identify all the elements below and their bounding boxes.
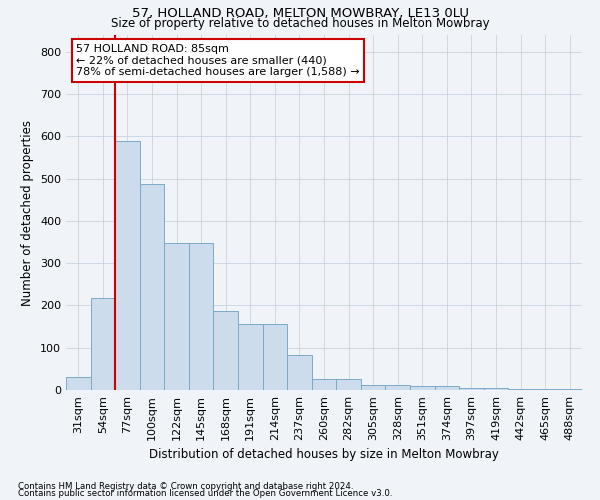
Bar <box>312 378 336 390</box>
Bar <box>287 355 312 390</box>
Text: 57, HOLLAND ROAD, MELTON MOWBRAY, LE13 0LU: 57, HOLLAND ROAD, MELTON MOWBRAY, LE13 0… <box>131 8 469 20</box>
Bar <box>115 140 140 390</box>
X-axis label: Distribution of detached houses by size in Melton Mowbray: Distribution of detached houses by size … <box>149 448 499 462</box>
Text: Contains public sector information licensed under the Open Government Licence v3: Contains public sector information licen… <box>18 489 392 498</box>
Bar <box>484 388 508 390</box>
Bar <box>214 310 238 390</box>
Bar <box>263 324 287 390</box>
Bar <box>533 389 557 390</box>
Bar <box>410 386 434 390</box>
Bar <box>508 389 533 390</box>
Y-axis label: Number of detached properties: Number of detached properties <box>22 120 34 306</box>
Text: Contains HM Land Registry data © Crown copyright and database right 2024.: Contains HM Land Registry data © Crown c… <box>18 482 353 491</box>
Text: Size of property relative to detached houses in Melton Mowbray: Size of property relative to detached ho… <box>110 17 490 30</box>
Bar <box>361 384 385 390</box>
Bar <box>164 244 189 390</box>
Text: 57 HOLLAND ROAD: 85sqm
← 22% of detached houses are smaller (440)
78% of semi-de: 57 HOLLAND ROAD: 85sqm ← 22% of detached… <box>76 44 360 77</box>
Bar <box>459 388 484 390</box>
Bar <box>140 184 164 390</box>
Bar <box>557 389 582 390</box>
Bar <box>238 324 263 390</box>
Bar <box>336 378 361 390</box>
Bar <box>189 244 214 390</box>
Bar <box>434 386 459 390</box>
Bar <box>66 378 91 390</box>
Bar <box>91 298 115 390</box>
Bar <box>385 384 410 390</box>
